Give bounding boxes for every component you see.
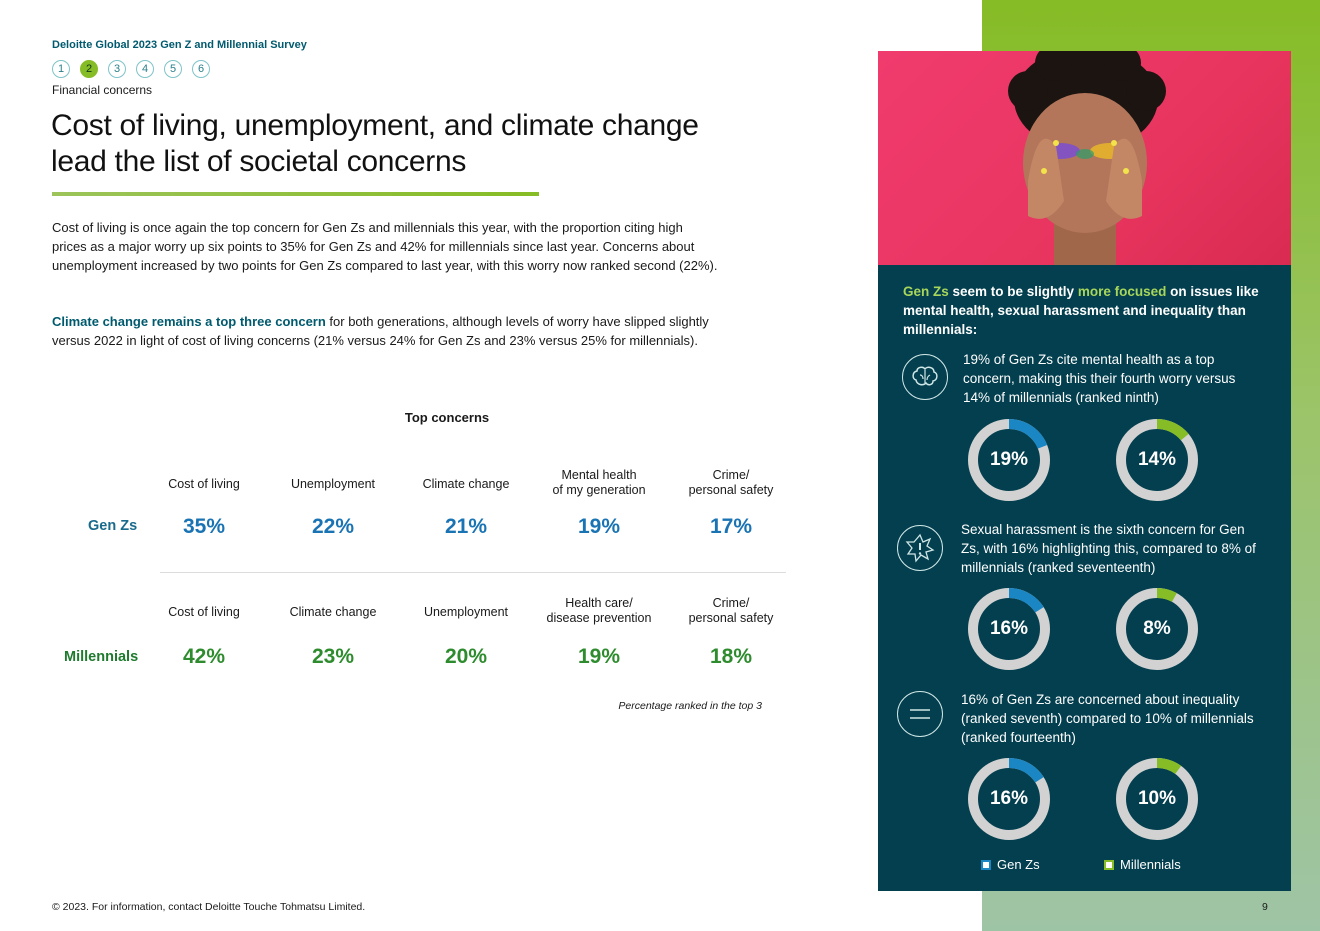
donut-millennials-harassment: 8% [1114,586,1200,672]
section-label: Financial concerns [52,83,153,97]
body-paragraph-1: Cost of living is once again the top con… [52,220,718,273]
genz-value-2: 22% [311,515,355,538]
title-line-2: lead the list of societal concerns [51,145,467,178]
page-title: Cost of living, unemployment, and climat… [51,108,751,180]
not-equal-icon [897,691,943,737]
mil-value-5: 18% [709,645,753,668]
mil-col-head-4: Health care/disease prevention [546,596,652,625]
brain-icon [902,354,948,400]
table-divider [160,572,786,573]
section-stepper: 1 2 3 4 5 6 [52,60,210,78]
page-number: 9 [1262,901,1268,913]
title-underline [52,192,539,196]
mil-col-head-2: Climate change [289,605,377,619]
donut-value-arc [1116,419,1198,501]
mil-value-1: 42% [182,645,226,668]
donut-value-arc [968,419,1050,501]
item-text-inequality: 16% of Gen Zs are concerned about inequa… [961,692,1254,745]
step-6[interactable]: 6 [192,60,210,78]
step-2-active[interactable]: 2 [80,60,98,78]
body-paragraph-2: Climate change remains a top three conce… [52,312,720,350]
portrait-photo [878,51,1291,265]
step-3[interactable]: 3 [108,60,126,78]
survey-title: Deloitte Global 2023 Gen Z and Millennia… [52,39,307,51]
genz-col-head-2: Unemployment [290,477,376,491]
legend-swatch-millennials [1104,859,1114,870]
mil-col-head-3: Unemployment [423,605,509,619]
legend-swatch-gen-z [981,859,991,870]
mil-value-3: 20% [444,645,488,668]
donut-genz-inequality: 16% [966,756,1052,842]
alert-burst-icon [897,525,943,571]
step-4[interactable]: 4 [136,60,154,78]
table-footnote: Percentage ranked in the top 3 [618,700,762,712]
genz-value-5: 17% [709,515,753,538]
item-text-mental-health: 19% of Gen Zs cite mental health as a to… [963,352,1236,405]
donut-value-arc [1116,758,1198,840]
donut-value-arc [968,588,1050,670]
paragraph-text: for both generations, although levels of… [52,314,709,348]
donut-genz-harassment: 16% [966,586,1052,672]
portrait-illustration [1008,51,1166,265]
genz-value-4: 19% [577,515,621,538]
panel-intro: Gen Zs seem to be slightly more focused … [903,284,1259,337]
insight-panel: Gen Zs seem to be slightly more focused … [878,265,1291,891]
donut-value-arc [1116,588,1198,670]
mil-value-2: 23% [311,645,355,668]
row-label-gen-z: Gen Zs [88,518,138,534]
mil-value-4: 19% [577,645,621,668]
donut-millennials-mental-health: 14% [1114,417,1200,503]
mil-col-head-1: Cost of living [168,605,240,619]
step-1[interactable]: 1 [52,60,70,78]
genz-col-head-5: Crime/personal safety [688,468,774,497]
genz-col-head-1: Cost of living [168,477,240,491]
donut-value-arc [968,758,1050,840]
genz-value-3: 21% [444,515,488,538]
highlight-text: Climate change remains a top three conce… [52,314,326,329]
row-label-millennials: Millennials [64,649,139,665]
donut-genz-mental-health: 19% [966,417,1052,503]
legend-gen-z: Gen Zs [981,857,1040,872]
genz-col-head-4: Mental health of my generation [552,468,646,497]
table-title: Top concerns [404,410,490,425]
step-5[interactable]: 5 [164,60,182,78]
legend-millennials: Millennials [1104,857,1181,872]
mil-col-head-5: Crime/personal safety [688,596,774,625]
genz-value-1: 35% [182,515,226,538]
genz-col-head-3: Climate change [422,477,510,491]
title-line-1: Cost of living, unemployment, and climat… [51,109,699,142]
footer-copyright: © 2023. For information, contact Deloitt… [52,901,366,913]
item-text-sexual-harassment: Sexual harassment is the sixth concern f… [961,522,1256,575]
donut-millennials-inequality: 10% [1114,756,1200,842]
